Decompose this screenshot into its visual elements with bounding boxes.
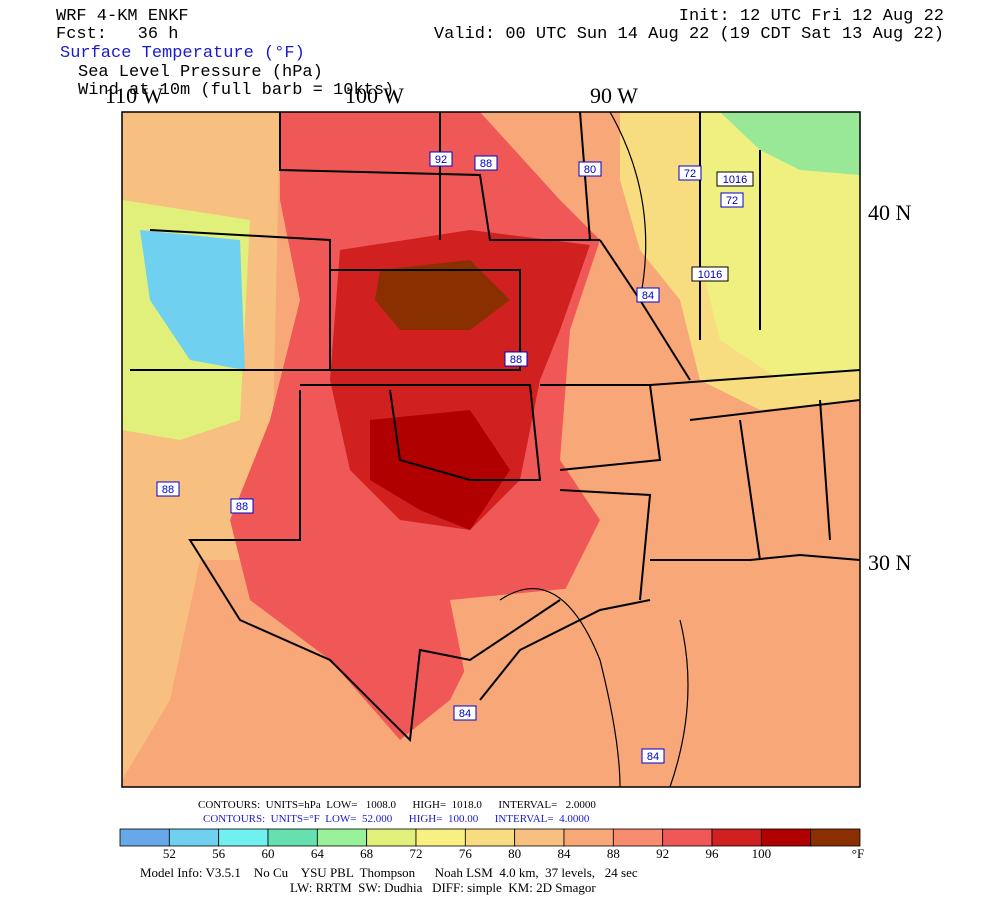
colorbar-swatch <box>168 828 220 847</box>
contour-label: 88 <box>156 481 180 497</box>
contour-label-text: 88 <box>162 484 174 496</box>
colorbar-swatch <box>760 828 812 847</box>
colorbar-swatch <box>415 828 466 847</box>
init-time: Init: 12 UTC Fri 12 Aug 22 <box>679 7 944 26</box>
contour-label-text: 72 <box>684 168 696 180</box>
colorbar-label: 80 <box>508 846 521 861</box>
contour-label: 88 <box>230 498 254 514</box>
pressure-contour-info: CONTOURS: UNITS=hPa LOW= 1008.0 HIGH= 10… <box>198 799 596 811</box>
colorbar-swatch <box>218 828 269 847</box>
contour-label: 72 <box>678 165 702 181</box>
colorbar-swatch <box>662 828 713 847</box>
map <box>122 112 860 787</box>
colorbar-swatch <box>119 828 170 847</box>
colorbar-label: 84 <box>558 846 572 861</box>
field-title: Sea Level Pressure (hPa) <box>78 63 323 82</box>
contour-label: 88 <box>504 351 528 367</box>
contour-label-text: 92 <box>435 154 447 166</box>
map-frame <box>121 111 861 788</box>
colorbar-swatch <box>366 828 417 847</box>
colorbar-swatch <box>316 828 368 847</box>
colorbar: 52 56 60 64 68 72 76 80 84 88 92 96 100 °F <box>119 828 864 861</box>
colorbar-unit: °F <box>852 846 864 861</box>
colorbar-swatch <box>563 828 614 847</box>
valid-time: Valid: 00 UTC Sun 14 Aug 22 (19 CDT Sat … <box>434 25 944 44</box>
contour-label-text: 72 <box>726 195 738 207</box>
contour-label: 72 <box>720 192 744 208</box>
field-title: Wind at 10m (full barb = 10kts) <box>78 81 394 100</box>
colorbar-label: 52 <box>163 846 176 861</box>
model-info: LW: RRTM SW: Dudhia DIFF: simple KM: 2D … <box>290 880 596 895</box>
contour-label-text: 88 <box>480 158 492 170</box>
contour-label-text: 1016 <box>723 174 747 186</box>
colorbar-label: 92 <box>656 846 669 861</box>
contour-label: 84 <box>453 705 477 721</box>
contour-labels: 92 88 80 72 1016 72 1016 84 88 88 88 84 … <box>156 151 754 764</box>
colorbar-swatch <box>711 828 762 847</box>
lat-label: 30 N <box>868 550 912 575</box>
colorbar-label: 76 <box>459 846 473 861</box>
colorbar-label: 64 <box>311 846 325 861</box>
forecast-hour: Fcst: 36 h <box>56 25 178 44</box>
colorbar-swatch <box>464 828 516 847</box>
contour-label-text: 1016 <box>698 269 722 281</box>
colorbar-label: 72 <box>410 846 423 861</box>
colorbar-swatch <box>267 828 318 847</box>
colorbar-label: 56 <box>212 846 226 861</box>
contour-label: 84 <box>636 287 660 303</box>
contour-label-text: 88 <box>510 354 522 366</box>
colorbar-swatch <box>514 828 565 847</box>
lat-label: 40 N <box>868 200 912 225</box>
contour-label-text: 88 <box>236 501 248 513</box>
colorbar-label: 68 <box>360 846 373 861</box>
model-info: Model Info: V3.5.1 No Cu YSU PBL Thompso… <box>140 865 638 880</box>
lon-label: 110 W <box>105 83 163 108</box>
model-title: WRF 4-KM ENKF <box>56 7 189 26</box>
contour-label-text: 80 <box>584 164 596 176</box>
contour-label: 92 <box>429 151 453 167</box>
lon-label: 100 W <box>345 83 404 108</box>
contour-label-text: 84 <box>647 751 659 763</box>
colorbar-swatch <box>810 828 861 847</box>
field-title: Surface Temperature (°F) <box>60 44 305 63</box>
colorbar-swatch <box>612 828 664 847</box>
lon-label: 90 W <box>590 83 638 108</box>
contour-label: 1016 <box>716 171 754 187</box>
contour-label: 80 <box>578 161 602 177</box>
contour-label-text: 84 <box>642 290 654 302</box>
colorbar-label: 60 <box>262 846 275 861</box>
colorbar-label: 88 <box>607 846 620 861</box>
colorbar-label: 96 <box>706 846 720 861</box>
colorbar-label: 100 <box>752 846 772 861</box>
contour-label: 88 <box>474 155 498 171</box>
contour-label: 84 <box>641 748 665 764</box>
contour-label: 1016 <box>691 266 729 282</box>
temperature-contour-info: CONTOURS: UNITS=°F LOW= 52.000 HIGH= 100… <box>203 813 590 825</box>
contour-label-text: 84 <box>459 708 471 720</box>
